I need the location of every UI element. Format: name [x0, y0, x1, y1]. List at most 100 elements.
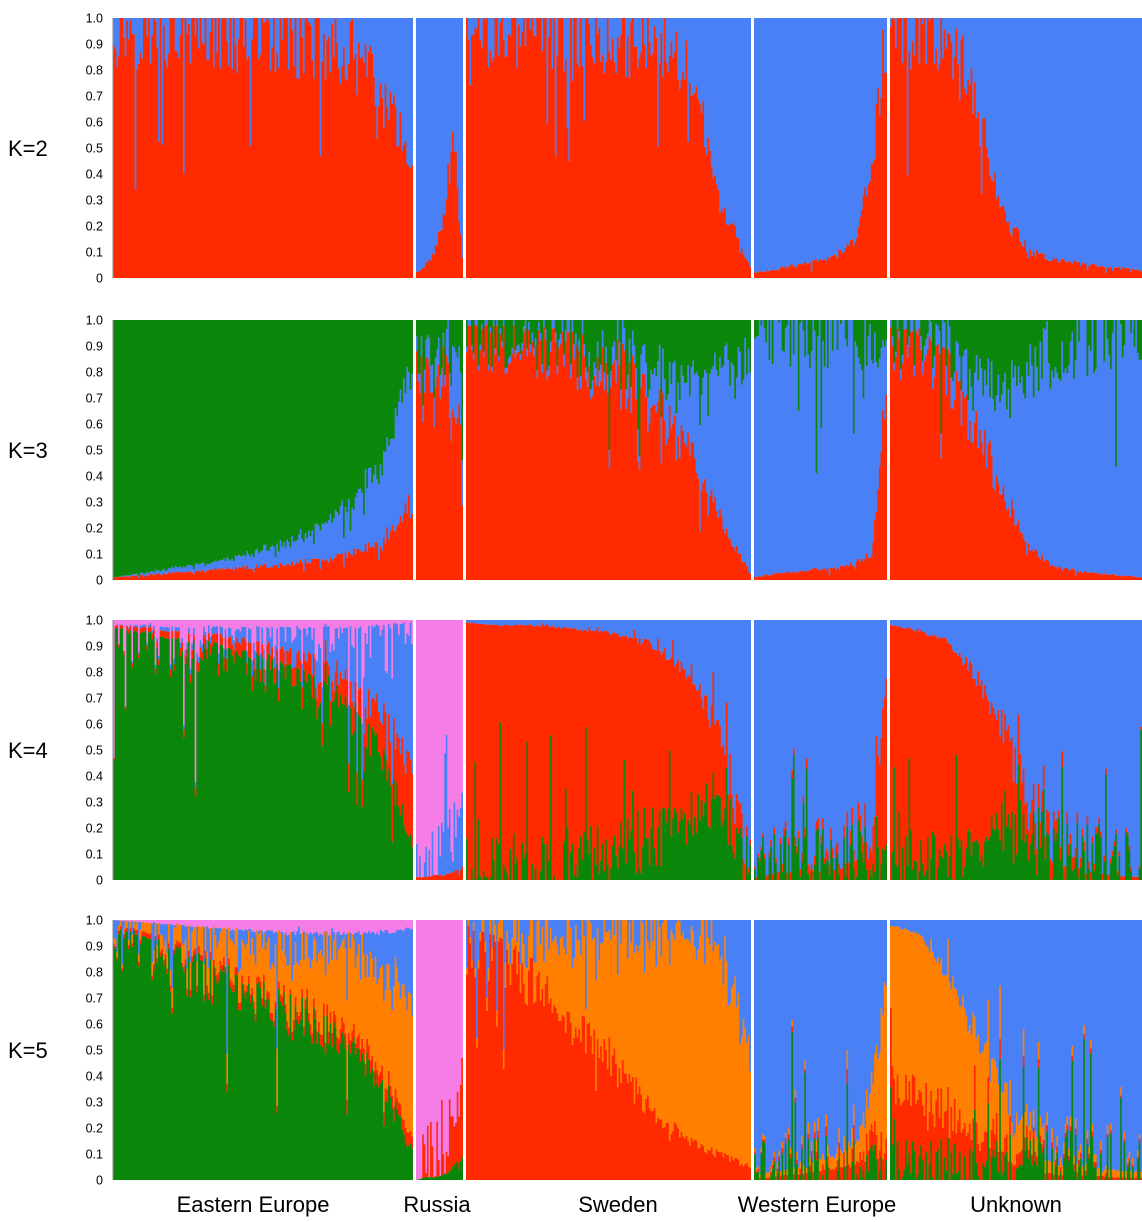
bar-segment-red	[1052, 811, 1056, 829]
bar-segment-red	[502, 39, 506, 279]
bar-segment-green	[1012, 320, 1015, 378]
bar-segment-green	[363, 771, 366, 880]
bar-segment-blue	[1089, 18, 1093, 266]
bar-segment-red	[351, 702, 354, 735]
bar-segment-blue	[151, 18, 154, 35]
bar-segment-orange	[126, 920, 129, 928]
bar-segment-red	[1027, 830, 1031, 861]
bar-segment-green	[426, 320, 430, 336]
bar-segment-green	[239, 657, 242, 880]
bar-segment-blue	[308, 18, 311, 22]
bar-segment-blue	[784, 620, 788, 821]
bar-segment-red	[717, 189, 720, 278]
bar-segment-red	[878, 115, 882, 278]
bar-segment-green	[616, 868, 620, 880]
bar-segment-pink	[279, 620, 282, 627]
bar-segment-red	[989, 714, 992, 837]
bar-segment-blue	[942, 18, 945, 59]
bar-segment-red	[1059, 260, 1062, 278]
bar-segment-green	[539, 870, 543, 880]
bar-segment-blue	[368, 18, 371, 52]
bar-segment-red	[423, 267, 426, 278]
bar-segment-red	[593, 630, 596, 848]
bar-segment-red	[900, 380, 903, 580]
bar-segment-blue	[779, 320, 783, 574]
bar-segment-green	[351, 734, 354, 880]
bar-segment-red	[149, 63, 152, 278]
bar-segment-blue	[301, 663, 304, 688]
bar-segment-blue	[590, 18, 593, 45]
bar-segment-blue	[1027, 375, 1031, 544]
bar-segment-green	[745, 320, 749, 375]
bar-segment-red	[472, 623, 475, 880]
bar-segment-green	[1059, 320, 1062, 381]
bar-segment-red	[251, 39, 254, 278]
bar-segment-pink	[249, 620, 252, 630]
bar-segment-blue	[655, 620, 658, 651]
bar-segment-blue	[668, 620, 672, 660]
bar-segment-blue	[928, 620, 931, 636]
bar-segment-red	[466, 622, 469, 839]
bar-segment-red	[690, 95, 693, 278]
bar-segment-blue	[965, 18, 968, 95]
bar-segment-green	[456, 320, 459, 358]
bar-segment-blue	[690, 367, 693, 442]
bar-segment-red	[768, 575, 771, 580]
bar-segment-blue	[896, 320, 899, 329]
bar-segment-red	[346, 79, 349, 278]
bar-segment-blue	[573, 620, 576, 629]
bar-segment-red	[379, 721, 382, 757]
bar-segment-blue	[254, 550, 257, 568]
bar-segment-red	[228, 568, 231, 580]
bar-segment-pink	[254, 620, 257, 652]
bar-segment-red	[763, 271, 766, 278]
bar-segment-red	[647, 432, 650, 580]
bar-segment-blue	[613, 620, 616, 633]
bar-segment-blue	[982, 395, 985, 455]
bar-segment-green	[336, 320, 339, 513]
bar-segment-pink	[363, 620, 366, 678]
bar-segment-green	[933, 320, 936, 356]
bar-segment-green	[191, 658, 194, 880]
bar-segment-blue	[304, 628, 307, 661]
bar-segment-blue	[309, 627, 312, 655]
bar-segment-blue	[836, 18, 839, 258]
bar-segment-red	[458, 403, 461, 580]
bar-segment-green	[191, 320, 194, 567]
bar-segment-red	[134, 575, 137, 580]
bar-segment-blue	[878, 620, 882, 765]
bar-segment-blue	[947, 620, 950, 643]
bar-segment-red	[1128, 846, 1131, 851]
bar-segment-red	[910, 332, 913, 580]
bar-segment-blue	[1103, 18, 1106, 268]
bar-segment-red	[366, 551, 369, 580]
bar-segment-blue	[958, 18, 962, 101]
bar-segment-red	[1116, 870, 1120, 876]
bar-segment-blue	[459, 18, 463, 235]
bar-segment-green	[578, 847, 581, 880]
bar-segment-red	[453, 871, 456, 880]
bar-segment-blue	[179, 18, 182, 35]
bar-segment-blue	[1121, 18, 1125, 267]
bar-segment-green	[502, 864, 506, 880]
bar-segment-blue	[244, 626, 247, 642]
bar-segment-green	[193, 640, 196, 880]
bar-segment-blue	[371, 18, 374, 54]
bar-segment-red	[558, 626, 561, 880]
bar-segment-red	[434, 245, 437, 278]
bar-segment-blue	[146, 572, 149, 576]
bar-segment-green	[1063, 878, 1066, 880]
bar-segment-blue	[1031, 18, 1034, 256]
bar-segment-blue	[389, 439, 392, 532]
bar-segment-blue	[439, 856, 442, 875]
bar-segment-green	[955, 320, 958, 342]
bar-segment-red	[913, 631, 916, 861]
bar-segment-blue	[1131, 320, 1135, 577]
bar-segment-blue	[358, 18, 361, 43]
bar-segment-green	[223, 669, 226, 880]
bar-segment-red	[231, 569, 234, 580]
bar-segment-red	[204, 572, 207, 580]
bar-segment-green	[970, 320, 973, 388]
bar-segment-green	[974, 841, 977, 880]
bar-segment-green	[218, 676, 221, 880]
